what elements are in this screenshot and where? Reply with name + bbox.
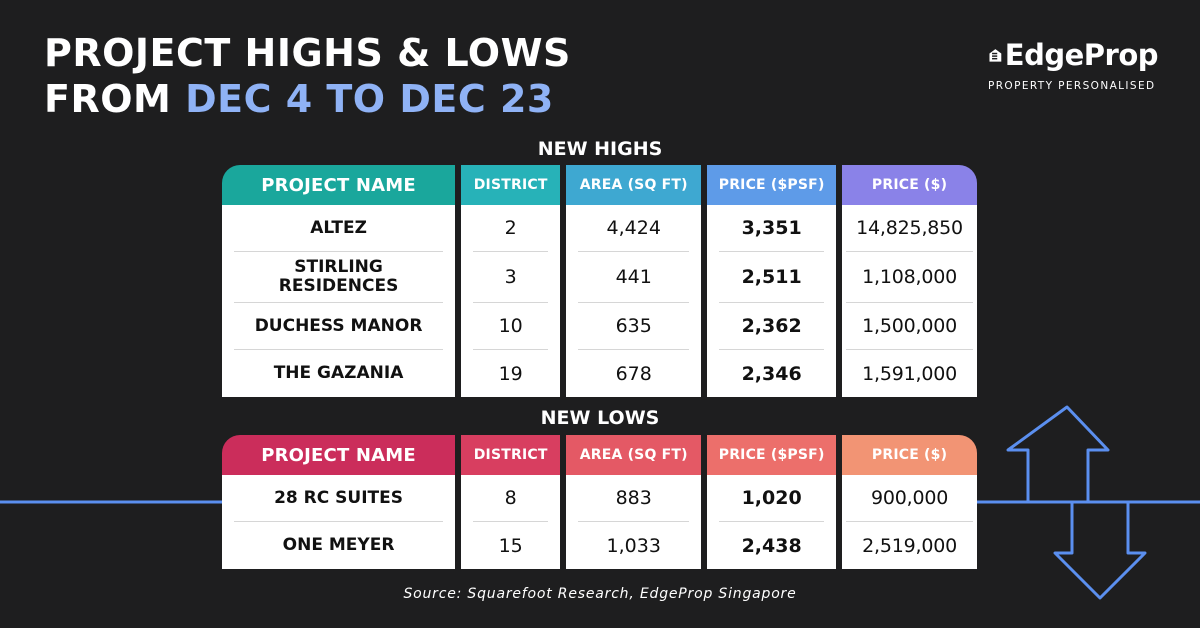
new-highs-heading: NEW HIGHS	[537, 138, 663, 160]
district-header: DISTRICT	[461, 435, 561, 475]
price-psf-cell: 2,438	[741, 534, 802, 557]
price-psf-cell: 2,362	[719, 303, 825, 350]
new-lows-heading: NEW LOWS	[540, 407, 660, 429]
price-psf-header: PRICE ($PSF)	[707, 165, 837, 205]
title-date-range: DEC 4 TO DEC 23	[185, 77, 554, 121]
district-cell: 2	[473, 205, 549, 252]
price-psf-column: PRICE ($PSF) 1,020 2,438	[707, 435, 837, 569]
page-title: PROJECT HIGHS & LOWS FROM DEC 4 TO DEC 2…	[44, 30, 571, 122]
price-column: PRICE ($) 900,000 2,519,000	[842, 435, 977, 569]
price-cell: 14,825,850	[846, 205, 973, 252]
price-psf-header: PRICE ($PSF)	[707, 435, 837, 475]
area-cell: 1,033	[606, 534, 661, 557]
edgeprop-house-icon	[989, 49, 1002, 62]
price-psf-column: PRICE ($PSF) 3,351 2,511 2,362 2,346	[707, 165, 837, 397]
logo-brand-name: EdgeProp	[1004, 38, 1159, 72]
area-cell: 678	[615, 362, 652, 385]
area-cell: 441	[578, 252, 690, 303]
project-name-header: PROJECT NAME	[222, 435, 456, 475]
price-psf-cell: 3,351	[719, 205, 825, 252]
district-header: DISTRICT	[461, 165, 561, 205]
price-psf-cell: 1,020	[719, 475, 825, 522]
project-name-header: PROJECT NAME	[222, 165, 456, 205]
project-name-column: PROJECT NAME ALTEZ STIRLING RESIDENCES D…	[222, 165, 456, 397]
title-prefix: FROM	[44, 77, 186, 121]
up-arrow-icon	[1006, 405, 1110, 504]
price-header: PRICE ($)	[842, 435, 977, 475]
edgeprop-logo: EdgeProp PROPERTY PERSONALISED	[988, 36, 1159, 92]
project-name-cell: STIRLING RESIDENCES	[234, 252, 444, 303]
price-cell: 1,108,000	[846, 252, 973, 303]
district-cell: 3	[473, 252, 549, 303]
project-name-cell: DUCHESS MANOR	[234, 303, 444, 350]
area-header: AREA (SQ FT)	[566, 165, 702, 205]
project-name-cell: ONE MEYER	[282, 535, 395, 555]
price-cell: 2,519,000	[862, 534, 957, 557]
new-highs-table: PROJECT NAME ALTEZ STIRLING RESIDENCES D…	[222, 165, 977, 397]
project-name-cell: ALTEZ	[234, 205, 444, 252]
district-cell: 19	[498, 362, 523, 385]
title-line-2: FROM DEC 4 TO DEC 23	[44, 76, 571, 122]
price-header: PRICE ($)	[842, 165, 977, 205]
project-name-cell: THE GAZANIA	[273, 363, 404, 383]
district-column: DISTRICT 8 15	[461, 435, 561, 569]
price-psf-cell: 2,511	[719, 252, 825, 303]
logo-tagline: PROPERTY PERSONALISED	[988, 80, 1156, 92]
area-cell: 4,424	[578, 205, 690, 252]
district-cell: 10	[473, 303, 549, 350]
project-name-column: PROJECT NAME 28 RC SUITES ONE MEYER	[222, 435, 456, 569]
district-cell: 8	[473, 475, 549, 522]
price-cell: 1,591,000	[862, 362, 957, 385]
area-header: AREA (SQ FT)	[566, 435, 702, 475]
price-column: PRICE ($) 14,825,850 1,108,000 1,500,000…	[842, 165, 977, 397]
title-line-1: PROJECT HIGHS & LOWS	[44, 31, 571, 75]
area-cell: 635	[578, 303, 690, 350]
area-cell: 883	[578, 475, 690, 522]
project-name-cell: 28 RC SUITES	[234, 475, 444, 522]
price-cell: 900,000	[846, 475, 973, 522]
district-cell: 15	[498, 534, 523, 557]
price-psf-cell: 2,346	[741, 362, 802, 385]
source-note: Source: Squarefoot Research, EdgeProp Si…	[403, 586, 797, 602]
price-cell: 1,500,000	[846, 303, 973, 350]
area-column: AREA (SQ FT) 4,424 441 635 678	[566, 165, 702, 397]
down-arrow-icon	[1053, 500, 1147, 600]
new-lows-table: PROJECT NAME 28 RC SUITES ONE MEYER DIST…	[222, 435, 977, 569]
district-column: DISTRICT 2 3 10 19	[461, 165, 561, 397]
area-column: AREA (SQ FT) 883 1,033	[566, 435, 702, 569]
